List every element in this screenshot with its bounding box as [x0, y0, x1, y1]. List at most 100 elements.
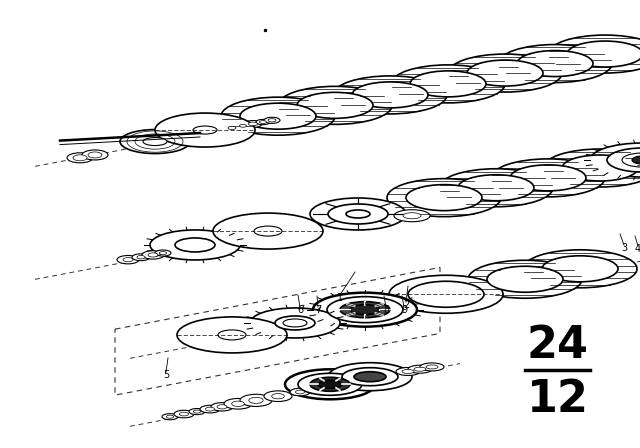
Ellipse shape: [211, 403, 233, 411]
Ellipse shape: [174, 410, 194, 418]
Ellipse shape: [250, 308, 340, 338]
Ellipse shape: [162, 414, 178, 420]
Text: 12: 12: [527, 379, 589, 422]
Ellipse shape: [221, 97, 335, 135]
Ellipse shape: [310, 198, 406, 230]
Ellipse shape: [137, 255, 145, 259]
Ellipse shape: [548, 35, 640, 73]
Ellipse shape: [346, 210, 370, 218]
Ellipse shape: [394, 210, 430, 222]
Ellipse shape: [487, 266, 563, 292]
Text: 7: 7: [315, 305, 321, 315]
Ellipse shape: [159, 251, 166, 254]
Ellipse shape: [285, 369, 375, 399]
Ellipse shape: [290, 388, 310, 396]
Ellipse shape: [189, 409, 205, 414]
Ellipse shape: [244, 121, 262, 127]
Ellipse shape: [350, 305, 380, 314]
Ellipse shape: [148, 253, 158, 257]
Ellipse shape: [175, 238, 215, 252]
Ellipse shape: [132, 254, 150, 261]
Ellipse shape: [143, 138, 167, 146]
Ellipse shape: [542, 256, 618, 282]
Ellipse shape: [543, 149, 640, 187]
Text: 3: 3: [621, 243, 627, 253]
Text: 5: 5: [163, 370, 169, 380]
Text: 2: 2: [403, 300, 409, 310]
Text: 9: 9: [401, 305, 407, 315]
Ellipse shape: [249, 397, 263, 403]
Ellipse shape: [458, 175, 534, 201]
Ellipse shape: [193, 410, 200, 413]
Ellipse shape: [240, 103, 316, 129]
Ellipse shape: [396, 367, 420, 375]
Ellipse shape: [67, 153, 93, 163]
Ellipse shape: [354, 372, 386, 382]
Ellipse shape: [387, 179, 501, 217]
Ellipse shape: [342, 368, 398, 386]
Ellipse shape: [150, 230, 240, 260]
Ellipse shape: [218, 330, 246, 340]
Ellipse shape: [254, 226, 282, 236]
Ellipse shape: [82, 150, 108, 160]
Ellipse shape: [248, 122, 257, 126]
Ellipse shape: [179, 412, 189, 416]
Ellipse shape: [310, 383, 334, 392]
Ellipse shape: [389, 275, 503, 313]
Ellipse shape: [264, 391, 292, 401]
Ellipse shape: [517, 51, 593, 77]
Ellipse shape: [205, 407, 214, 411]
Ellipse shape: [510, 165, 586, 191]
Ellipse shape: [117, 255, 139, 264]
Ellipse shape: [239, 125, 246, 127]
Text: 1: 1: [337, 293, 343, 303]
Ellipse shape: [414, 367, 426, 371]
Ellipse shape: [275, 316, 315, 330]
Ellipse shape: [439, 169, 553, 207]
Ellipse shape: [426, 365, 438, 369]
Ellipse shape: [590, 143, 640, 177]
Ellipse shape: [607, 148, 640, 172]
Ellipse shape: [402, 370, 414, 374]
Ellipse shape: [297, 92, 373, 118]
Ellipse shape: [298, 373, 362, 395]
Ellipse shape: [232, 401, 244, 406]
Ellipse shape: [622, 153, 640, 167]
Ellipse shape: [155, 113, 255, 147]
Ellipse shape: [448, 54, 562, 92]
Ellipse shape: [333, 76, 447, 114]
Ellipse shape: [310, 377, 350, 391]
Ellipse shape: [120, 129, 190, 154]
Ellipse shape: [403, 213, 421, 219]
Ellipse shape: [491, 159, 605, 197]
Ellipse shape: [259, 121, 266, 124]
Ellipse shape: [391, 65, 505, 103]
Ellipse shape: [268, 119, 276, 122]
Ellipse shape: [166, 415, 173, 418]
Ellipse shape: [567, 41, 640, 67]
Ellipse shape: [264, 117, 280, 123]
Ellipse shape: [73, 155, 87, 161]
Ellipse shape: [410, 71, 486, 97]
Ellipse shape: [352, 82, 428, 108]
Ellipse shape: [155, 250, 171, 256]
Ellipse shape: [88, 152, 102, 158]
Ellipse shape: [217, 405, 227, 409]
Text: 6: 6: [297, 305, 303, 315]
Ellipse shape: [236, 123, 250, 129]
Ellipse shape: [420, 363, 444, 371]
Ellipse shape: [224, 125, 240, 131]
Ellipse shape: [213, 213, 323, 249]
Ellipse shape: [468, 260, 582, 298]
Ellipse shape: [328, 363, 412, 391]
Ellipse shape: [278, 86, 392, 125]
Ellipse shape: [340, 302, 390, 318]
Ellipse shape: [318, 380, 342, 388]
Text: 4: 4: [635, 244, 640, 254]
Ellipse shape: [467, 60, 543, 86]
Ellipse shape: [200, 405, 220, 413]
Ellipse shape: [193, 126, 217, 134]
Ellipse shape: [224, 398, 252, 409]
Ellipse shape: [240, 394, 272, 406]
Ellipse shape: [313, 293, 417, 327]
